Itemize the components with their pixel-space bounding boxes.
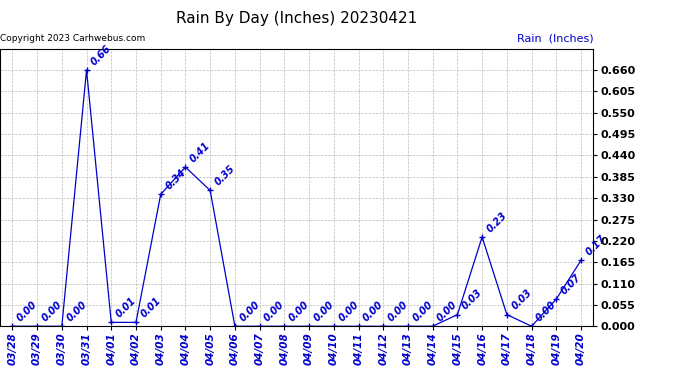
Text: 0.01: 0.01 [139, 296, 163, 320]
Text: 0.35: 0.35 [213, 164, 237, 188]
Text: 0.00: 0.00 [337, 299, 361, 324]
Text: 0.07: 0.07 [559, 272, 583, 296]
Text: 0.00: 0.00 [15, 299, 39, 324]
Text: 0.03: 0.03 [460, 288, 484, 312]
Text: Rain  (Inches): Rain (Inches) [517, 33, 593, 43]
Text: 0.41: 0.41 [188, 140, 213, 164]
Text: 0.03: 0.03 [510, 288, 533, 312]
Text: 0.34: 0.34 [164, 168, 188, 192]
Text: 0.00: 0.00 [534, 299, 558, 324]
Text: 0.00: 0.00 [287, 299, 311, 324]
Text: 0.00: 0.00 [362, 299, 385, 324]
Text: 0.23: 0.23 [485, 210, 509, 234]
Text: Copyright 2023 Carhwebus.com: Copyright 2023 Carhwebus.com [0, 34, 146, 43]
Text: 0.00: 0.00 [411, 299, 435, 324]
Text: 0.00: 0.00 [262, 299, 286, 324]
Text: 0.00: 0.00 [40, 299, 64, 324]
Text: 0.00: 0.00 [65, 299, 88, 324]
Text: 0.17: 0.17 [584, 234, 608, 258]
Text: 0.00: 0.00 [386, 299, 410, 324]
Text: 0.00: 0.00 [435, 299, 460, 324]
Text: 0.66: 0.66 [89, 43, 113, 68]
Text: Rain By Day (Inches) 20230421: Rain By Day (Inches) 20230421 [176, 11, 417, 26]
Text: 0.01: 0.01 [114, 296, 138, 320]
Text: 0.00: 0.00 [312, 299, 336, 324]
Text: 0.00: 0.00 [237, 299, 262, 324]
